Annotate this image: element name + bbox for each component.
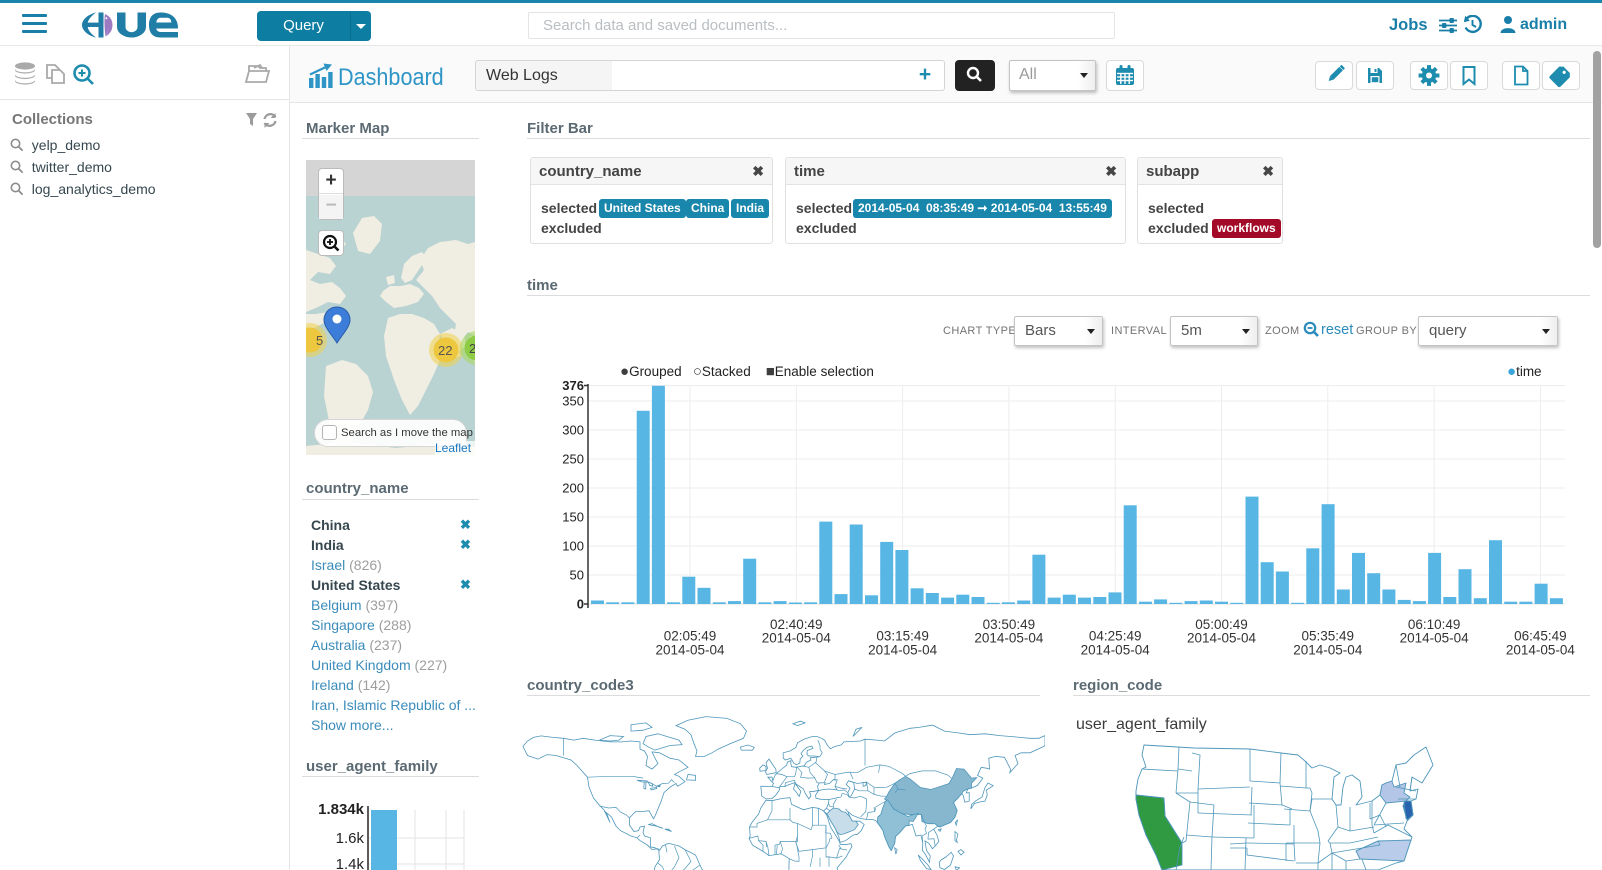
svg-text:250: 250: [562, 452, 584, 467]
svg-text:02:05:49: 02:05:49: [664, 629, 717, 644]
svg-text:03:15:49: 03:15:49: [876, 629, 929, 644]
svg-text:1.834k: 1.834k: [318, 801, 365, 818]
svg-text:2014-05-04: 2014-05-04: [868, 642, 938, 657]
svg-text:350: 350: [562, 394, 584, 409]
svg-text:2014-05-04: 2014-05-04: [1400, 631, 1470, 646]
svg-text:22: 22: [438, 343, 452, 358]
svg-text:300: 300: [562, 423, 584, 438]
svg-text:02:40:49: 02:40:49: [770, 617, 823, 632]
svg-text:200: 200: [562, 481, 584, 496]
svg-text:2014-05-04: 2014-05-04: [655, 642, 725, 657]
svg-text:50: 50: [570, 568, 584, 583]
svg-text:06:45:49: 06:45:49: [1514, 629, 1567, 644]
svg-text:05:35:49: 05:35:49: [1302, 629, 1355, 644]
svg-text:06:10:49: 06:10:49: [1408, 617, 1461, 632]
svg-text:5: 5: [316, 333, 323, 348]
svg-text:04:25:49: 04:25:49: [1089, 629, 1142, 644]
svg-text:0: 0: [577, 597, 584, 612]
svg-text:2014-05-04: 2014-05-04: [762, 631, 832, 646]
svg-text:2014-05-04: 2014-05-04: [1187, 631, 1257, 646]
svg-text:2: 2: [469, 341, 475, 356]
svg-text:100: 100: [562, 539, 584, 554]
svg-text:1.6k: 1.6k: [336, 830, 365, 847]
svg-text:1.4k: 1.4k: [336, 856, 365, 870]
svg-text:03:50:49: 03:50:49: [983, 617, 1036, 632]
svg-text:150: 150: [562, 510, 584, 525]
svg-text:376: 376: [562, 378, 584, 393]
svg-text:2014-05-04: 2014-05-04: [1081, 642, 1151, 657]
svg-text:2014-05-04: 2014-05-04: [974, 631, 1044, 646]
svg-text:2014-05-04: 2014-05-04: [1293, 642, 1363, 657]
svg-text:2014-05-04: 2014-05-04: [1506, 642, 1576, 657]
svg-text:05:00:49: 05:00:49: [1195, 617, 1248, 632]
